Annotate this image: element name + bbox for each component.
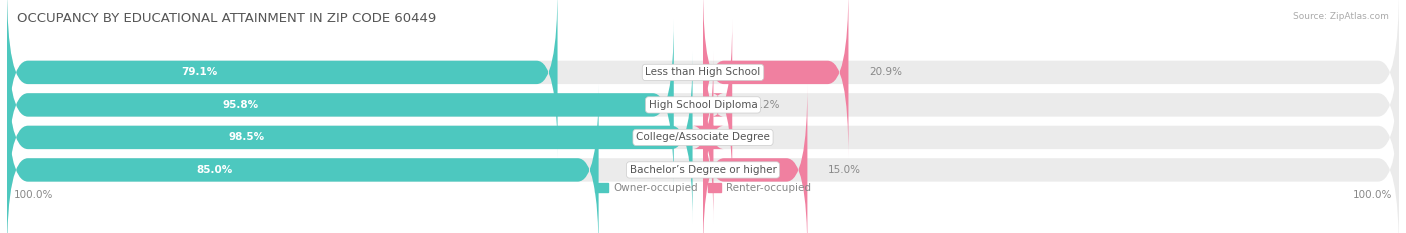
Text: Bachelor’s Degree or higher: Bachelor’s Degree or higher [630,165,776,175]
Text: 85.0%: 85.0% [195,165,232,175]
FancyBboxPatch shape [7,84,1399,233]
FancyBboxPatch shape [7,19,1399,191]
Text: OCCUPANCY BY EDUCATIONAL ATTAINMENT IN ZIP CODE 60449: OCCUPANCY BY EDUCATIONAL ATTAINMENT IN Z… [17,12,436,25]
Text: 100.0%: 100.0% [14,190,53,200]
FancyBboxPatch shape [703,0,848,158]
FancyBboxPatch shape [703,84,807,233]
FancyBboxPatch shape [7,51,693,223]
FancyBboxPatch shape [7,0,558,158]
Text: 95.8%: 95.8% [222,100,259,110]
Text: 79.1%: 79.1% [181,67,218,77]
Legend: Owner-occupied, Renter-occupied: Owner-occupied, Renter-occupied [591,179,815,197]
FancyBboxPatch shape [7,0,1399,158]
Text: High School Diploma: High School Diploma [648,100,758,110]
Text: 20.9%: 20.9% [869,67,903,77]
Text: Source: ZipAtlas.com: Source: ZipAtlas.com [1294,12,1389,21]
FancyBboxPatch shape [7,51,1399,223]
Text: College/Associate Degree: College/Associate Degree [636,132,770,142]
Text: 98.5%: 98.5% [229,132,264,142]
Text: 100.0%: 100.0% [1353,190,1392,200]
Text: 15.0%: 15.0% [828,165,862,175]
FancyBboxPatch shape [693,51,724,223]
FancyBboxPatch shape [703,19,733,191]
Text: 1.5%: 1.5% [734,132,761,142]
Text: Less than High School: Less than High School [645,67,761,77]
FancyBboxPatch shape [7,84,599,233]
Text: 4.2%: 4.2% [754,100,779,110]
FancyBboxPatch shape [7,19,673,191]
